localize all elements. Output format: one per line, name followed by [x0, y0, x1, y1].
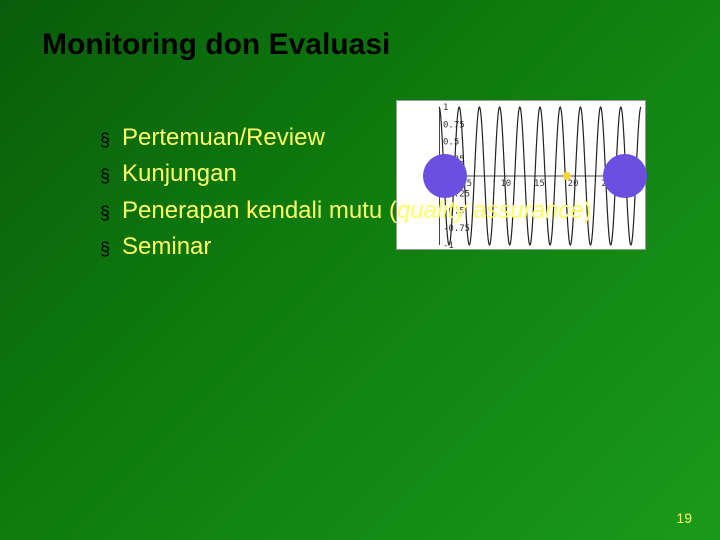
bullet-text: Pertemuan/Review — [122, 122, 325, 154]
bullet-item: § Kunjungan — [100, 158, 720, 190]
bullet-text: Kunjungan — [122, 158, 237, 190]
svg-text:1: 1 — [443, 103, 448, 113]
bullet-list: § Pertemuan/Review § Kunjungan § Penerapan ke… — [100, 122, 720, 264]
content-area: § Pertemuan/Review § Kunjungan § Penerapan ke… — [0, 122, 720, 264]
bullet-text: Penerapan kendali mutu (quality assuranc… — [122, 195, 592, 227]
italic-term: quality assurance — [397, 197, 584, 224]
bullet-marker: § — [100, 128, 110, 152]
bullet-marker: § — [100, 201, 110, 225]
page-number: 19 — [676, 510, 692, 526]
bullet-item: § Pertemuan/Review — [100, 122, 720, 154]
bullet-text: Seminar — [122, 231, 211, 263]
bullet-item: § Seminar — [100, 231, 720, 263]
bullet-marker: § — [100, 164, 110, 188]
slide-title: Monitoring don Evaluasi — [0, 0, 720, 62]
bullet-marker: § — [100, 237, 110, 261]
bullet-item: § Penerapan kendali mutu (quality assuran… — [100, 195, 720, 227]
